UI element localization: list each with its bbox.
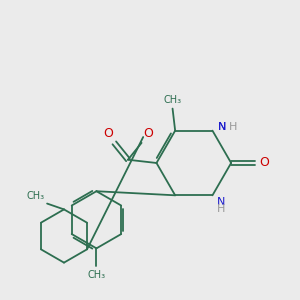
Text: N: N [216, 197, 225, 207]
Text: CH₃: CH₃ [87, 270, 106, 280]
Text: O: O [260, 157, 269, 169]
Text: N: N [218, 122, 227, 132]
Text: CH₃: CH₃ [26, 191, 44, 201]
Text: O: O [143, 127, 153, 140]
Text: H: H [216, 204, 225, 214]
Text: CH₃: CH₃ [164, 95, 181, 105]
Text: H: H [230, 122, 238, 132]
Text: O: O [103, 127, 113, 140]
Text: N: N [218, 122, 227, 132]
